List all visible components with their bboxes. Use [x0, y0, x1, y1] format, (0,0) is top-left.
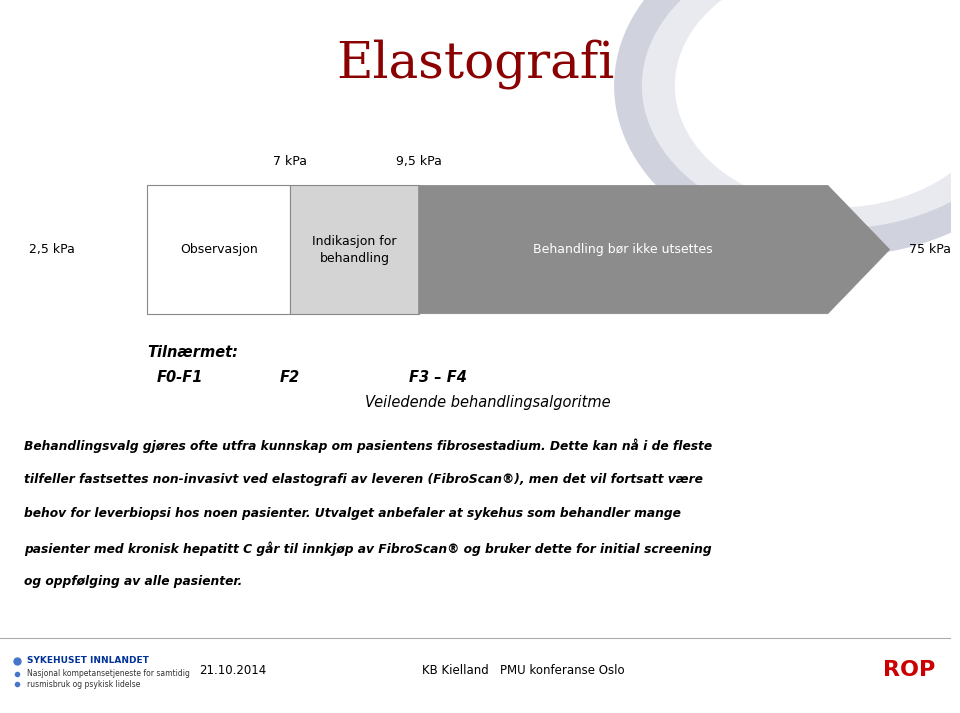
- Text: KB Kielland   PMU konferanse Oslo: KB Kielland PMU konferanse Oslo: [422, 664, 625, 677]
- Text: Tilnærmet:: Tilnærmet:: [148, 345, 238, 361]
- Text: Observasjon: Observasjon: [180, 243, 257, 256]
- Text: Nasjonal kompetansetjeneste for samtidig: Nasjonal kompetansetjeneste for samtidig: [27, 670, 189, 678]
- Text: F3 – F4: F3 – F4: [409, 370, 467, 386]
- Text: behov for leverbiopsi hos noen pasienter. Utvalget anbefaler at sykehus som beha: behov for leverbiopsi hos noen pasienter…: [24, 507, 681, 520]
- Text: Elastografi: Elastografi: [337, 39, 614, 89]
- Text: 2,5 kPa: 2,5 kPa: [30, 243, 75, 256]
- Text: 75 kPa: 75 kPa: [909, 243, 950, 256]
- Text: Behandlingsvalg gjøres ofte utfra kunnskap om pasientens fibrosestadium. Dette k: Behandlingsvalg gjøres ofte utfra kunnsk…: [24, 438, 712, 453]
- Text: F2: F2: [280, 370, 300, 386]
- Text: 7 kPa: 7 kPa: [274, 155, 307, 168]
- Text: 9,5 kPa: 9,5 kPa: [396, 155, 442, 168]
- Text: SYKEHUSET INNLANDET: SYKEHUSET INNLANDET: [27, 657, 149, 665]
- Polygon shape: [290, 185, 419, 314]
- Text: og oppfølging av alle pasienter.: og oppfølging av alle pasienter.: [24, 575, 242, 588]
- Text: Veiledende behandlingsalgoritme: Veiledende behandlingsalgoritme: [365, 395, 611, 411]
- Text: Behandling bør ikke utsettes: Behandling bør ikke utsettes: [534, 243, 713, 256]
- Text: 21.10.2014: 21.10.2014: [200, 664, 267, 677]
- Text: F0-F1: F0-F1: [157, 370, 204, 386]
- Circle shape: [628, 0, 960, 242]
- Polygon shape: [148, 185, 290, 314]
- Text: Indikasjon for
behandling: Indikasjon for behandling: [312, 235, 396, 265]
- Text: rusmisbruk og psykisk lidelse: rusmisbruk og psykisk lidelse: [27, 680, 140, 689]
- Text: tilfeller fastsettes non-invasivt ved elastografi av leveren (FibroScan®), men d: tilfeller fastsettes non-invasivt ved el…: [24, 473, 703, 486]
- Text: ROP: ROP: [882, 660, 935, 680]
- Circle shape: [676, 0, 960, 207]
- Polygon shape: [419, 185, 890, 314]
- Text: pasienter med kronisk hepatitt C går til innkjøp av FibroScan® og bruker dette f: pasienter med kronisk hepatitt C går til…: [24, 541, 711, 555]
